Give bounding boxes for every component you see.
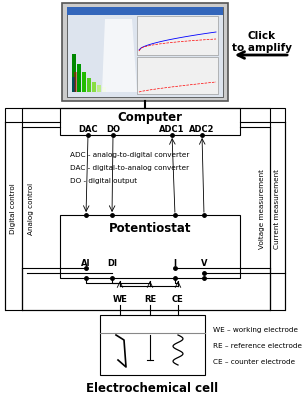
Text: WE: WE <box>113 295 127 305</box>
Text: RE: RE <box>144 295 156 305</box>
Text: I: I <box>174 259 177 268</box>
Bar <box>60 215 240 278</box>
Bar <box>77 64 81 92</box>
Bar <box>60 108 240 135</box>
Text: DO - digital output: DO - digital output <box>70 178 137 184</box>
Text: AI: AI <box>81 259 91 268</box>
Text: CE: CE <box>172 295 184 305</box>
Bar <box>87 78 91 92</box>
Text: DI: DI <box>107 259 117 268</box>
Bar <box>72 54 76 92</box>
Bar <box>62 3 228 101</box>
Text: V: V <box>201 259 207 268</box>
Bar <box>137 57 218 94</box>
Text: RE – reference electrode: RE – reference electrode <box>213 343 302 349</box>
Text: Digital control: Digital control <box>10 184 16 234</box>
Bar <box>92 82 96 92</box>
Text: DO: DO <box>106 126 120 135</box>
Text: DAC - digital-to-analog converter: DAC - digital-to-analog converter <box>70 165 189 171</box>
Bar <box>97 85 101 92</box>
Bar <box>5 108 285 310</box>
Text: Current measurement: Current measurement <box>274 169 280 249</box>
Text: Potentiostat: Potentiostat <box>109 223 191 236</box>
Bar <box>74 72 77 92</box>
Bar <box>137 16 218 55</box>
Bar <box>82 72 86 92</box>
Text: ADC1: ADC1 <box>159 126 185 135</box>
Bar <box>102 87 106 92</box>
Bar <box>67 7 223 97</box>
Bar <box>22 108 270 310</box>
Text: Analog control: Analog control <box>28 183 34 235</box>
Text: Voltage measurement: Voltage measurement <box>259 169 265 249</box>
Text: DAC: DAC <box>78 126 98 135</box>
Bar <box>100 315 205 375</box>
Polygon shape <box>102 19 137 92</box>
Text: ADC - analog-to-digital converter: ADC - analog-to-digital converter <box>70 152 189 158</box>
Bar <box>67 7 223 15</box>
Bar <box>72 77 75 92</box>
Text: WE – working electrode: WE – working electrode <box>213 327 298 333</box>
Text: ADC2: ADC2 <box>189 126 215 135</box>
Text: Click
to amplify: Click to amplify <box>232 31 292 53</box>
Text: Electrochemical cell: Electrochemical cell <box>86 383 219 396</box>
Text: Computer: Computer <box>117 112 182 124</box>
Text: CE – counter electrode: CE – counter electrode <box>213 359 295 365</box>
